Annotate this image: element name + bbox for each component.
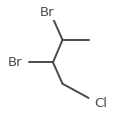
Text: Br: Br <box>40 6 54 19</box>
Text: Br: Br <box>8 56 22 69</box>
Text: Cl: Cl <box>94 97 107 110</box>
